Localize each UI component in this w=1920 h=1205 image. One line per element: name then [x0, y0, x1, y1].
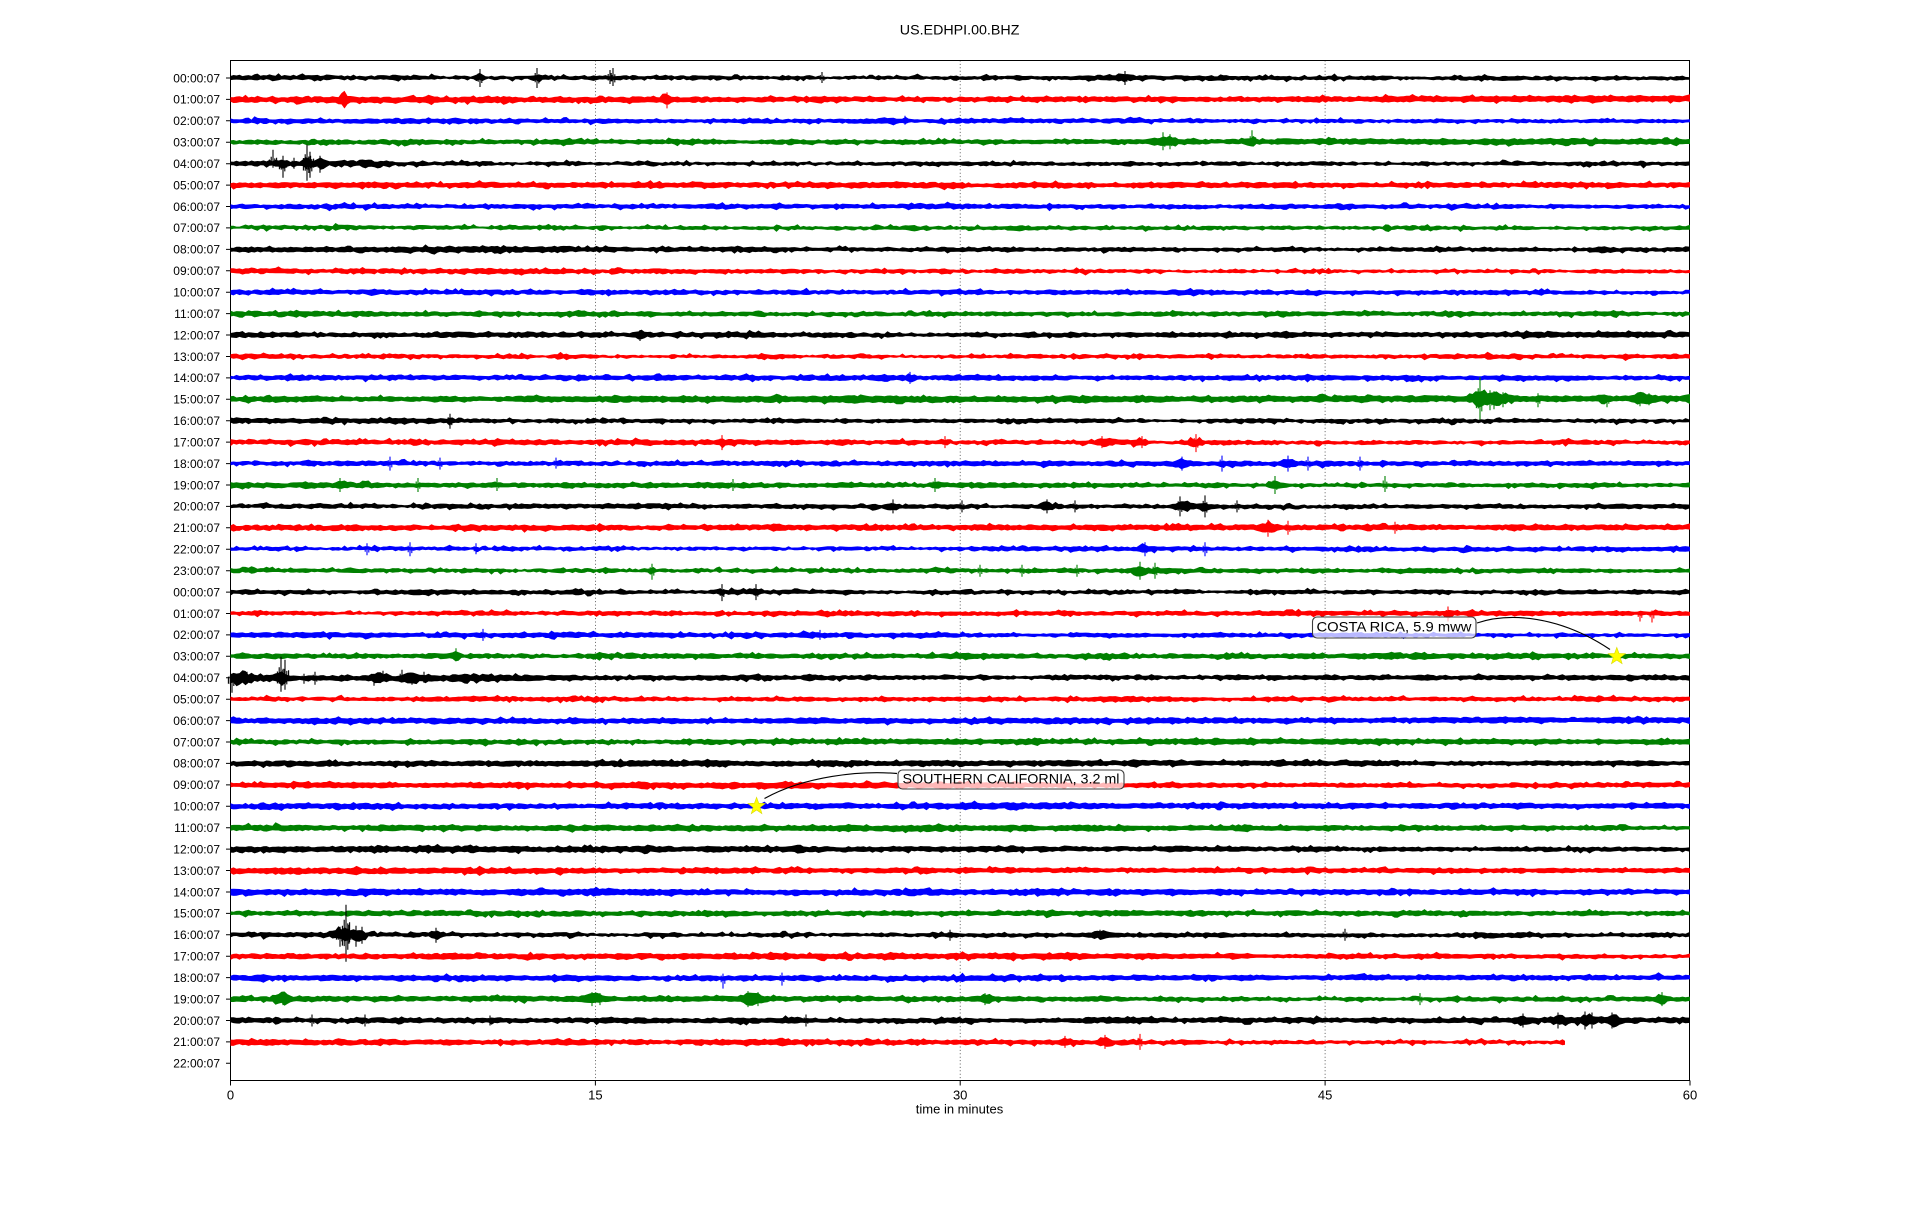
svg-text:20:00:07: 20:00:07 [173, 500, 220, 514]
svg-text:0: 0 [227, 1087, 234, 1102]
svg-text:21:00:07: 21:00:07 [173, 1035, 220, 1049]
svg-text:15: 15 [588, 1087, 602, 1102]
svg-text:30: 30 [953, 1087, 967, 1102]
svg-text:09:00:07: 09:00:07 [173, 778, 220, 792]
svg-text:time in minutes: time in minutes [916, 1102, 1004, 1117]
svg-text:COSTA RICA, 5.9 mww: COSTA RICA, 5.9 mww [1317, 618, 1473, 634]
svg-text:07:00:07: 07:00:07 [173, 221, 220, 235]
svg-text:01:00:07: 01:00:07 [173, 93, 220, 107]
svg-text:60: 60 [1683, 1087, 1697, 1102]
svg-text:05:00:07: 05:00:07 [173, 693, 220, 707]
svg-text:10:00:07: 10:00:07 [173, 286, 220, 300]
svg-text:10:00:07: 10:00:07 [173, 800, 220, 814]
svg-text:11:00:07: 11:00:07 [174, 821, 220, 835]
svg-text:12:00:07: 12:00:07 [173, 842, 220, 856]
svg-text:08:00:07: 08:00:07 [173, 757, 220, 771]
svg-text:16:00:07: 16:00:07 [173, 928, 220, 942]
svg-text:06:00:07: 06:00:07 [173, 200, 220, 214]
svg-text:05:00:07: 05:00:07 [173, 178, 220, 192]
svg-text:00:00:07: 00:00:07 [173, 71, 220, 85]
svg-text:09:00:07: 09:00:07 [173, 264, 220, 278]
svg-text:06:00:07: 06:00:07 [173, 714, 220, 728]
svg-text:13:00:07: 13:00:07 [173, 864, 220, 878]
svg-text:US.EDHPI.00.BHZ: US.EDHPI.00.BHZ [900, 22, 1020, 37]
svg-text:15:00:07: 15:00:07 [173, 907, 220, 921]
svg-text:08:00:07: 08:00:07 [173, 243, 220, 257]
svg-text:22:00:07: 22:00:07 [173, 543, 220, 557]
svg-text:14:00:07: 14:00:07 [173, 371, 220, 385]
svg-text:13:00:07: 13:00:07 [173, 350, 220, 364]
svg-text:00:00:07: 00:00:07 [173, 585, 220, 599]
svg-text:17:00:07: 17:00:07 [173, 435, 220, 449]
svg-text:14:00:07: 14:00:07 [173, 885, 220, 899]
svg-text:03:00:07: 03:00:07 [173, 650, 220, 664]
svg-text:07:00:07: 07:00:07 [173, 735, 220, 749]
svg-text:23:00:07: 23:00:07 [173, 564, 220, 578]
svg-text:01:00:07: 01:00:07 [173, 607, 220, 621]
svg-text:11:00:07: 11:00:07 [174, 307, 220, 321]
svg-text:02:00:07: 02:00:07 [173, 628, 220, 642]
svg-text:22:00:07: 22:00:07 [173, 1057, 220, 1071]
svg-text:21:00:07: 21:00:07 [173, 521, 220, 535]
svg-text:20:00:07: 20:00:07 [173, 1014, 220, 1028]
svg-text:18:00:07: 18:00:07 [173, 457, 220, 471]
svg-text:04:00:07: 04:00:07 [173, 671, 220, 685]
svg-text:12:00:07: 12:00:07 [173, 328, 220, 342]
svg-text:19:00:07: 19:00:07 [173, 478, 220, 492]
svg-text:02:00:07: 02:00:07 [173, 114, 220, 128]
svg-text:18:00:07: 18:00:07 [173, 971, 220, 985]
svg-text:45: 45 [1318, 1087, 1332, 1102]
svg-text:19:00:07: 19:00:07 [173, 992, 220, 1006]
svg-text:15:00:07: 15:00:07 [173, 393, 220, 407]
svg-text:04:00:07: 04:00:07 [173, 157, 220, 171]
svg-text:03:00:07: 03:00:07 [173, 136, 220, 150]
svg-text:SOUTHERN CALIFORNIA, 3.2 ml: SOUTHERN CALIFORNIA, 3.2 ml [903, 770, 1120, 786]
svg-text:16:00:07: 16:00:07 [173, 414, 220, 428]
svg-text:17:00:07: 17:00:07 [173, 950, 220, 964]
